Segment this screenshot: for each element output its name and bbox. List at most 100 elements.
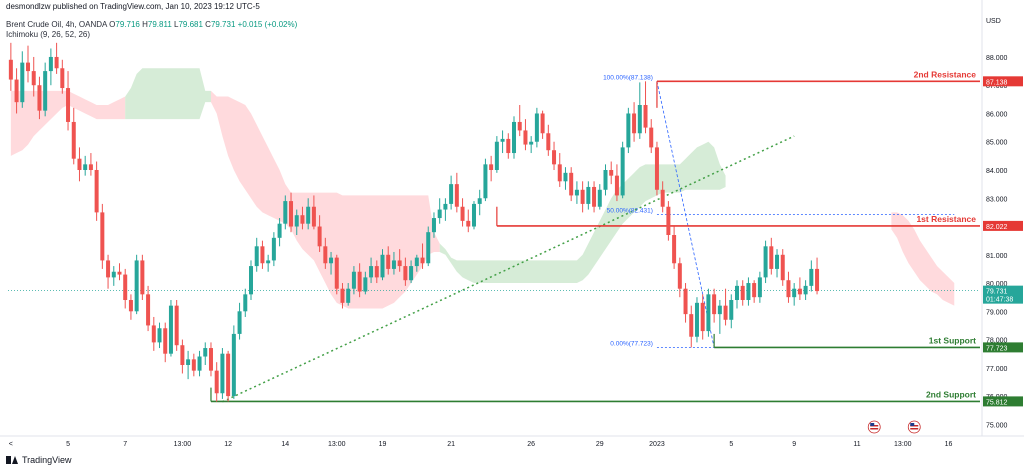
y-tick-label: 84.000: [986, 168, 1008, 175]
candle-body: [563, 172, 568, 182]
candle-body: [706, 294, 711, 332]
candle-body: [620, 147, 625, 196]
candle-body: [346, 288, 351, 303]
candle-body: [654, 147, 659, 190]
candle-body: [31, 71, 36, 86]
candle-body: [106, 260, 111, 278]
x-tick-label: 13:00: [894, 441, 912, 448]
candle-body: [43, 71, 48, 111]
candle-body: [471, 203, 476, 227]
candle-body: [369, 266, 374, 278]
publisher-line: desmondlzw published on TradingView.com,…: [6, 2, 260, 11]
candle-body: [88, 164, 93, 170]
candle-body: [100, 212, 105, 261]
candle-body: [677, 263, 682, 289]
candle-body: [323, 246, 328, 264]
x-tick-label: 12: [224, 441, 232, 448]
candle-body: [66, 88, 71, 122]
fib-level-label: 100.00%(87.138): [603, 74, 653, 81]
footer-brand[interactable]: TradingView: [6, 455, 72, 465]
candle-body: [712, 294, 717, 315]
support-1-label: 1st Support: [929, 335, 976, 345]
resistance-2-price-tag: [983, 76, 1023, 87]
candle-body: [597, 189, 602, 207]
support-2-price-tag: [983, 396, 1023, 407]
candle-body: [534, 113, 539, 142]
ohlc-l-label: L: [174, 20, 179, 29]
us-flag-canton-icon: [870, 423, 875, 426]
support-2-label: 2nd Support: [926, 389, 976, 399]
candle-body: [786, 280, 791, 298]
candle-body: [797, 288, 802, 295]
candle-body: [592, 186, 597, 207]
candle-body: [54, 56, 59, 69]
x-tick-label: 2023: [649, 441, 665, 448]
candle-body: [197, 356, 202, 371]
candle-body: [746, 283, 751, 300]
us-flag-stripe-icon: [870, 428, 879, 430]
candle-body: [168, 305, 173, 354]
currency-label: USD: [986, 18, 1001, 25]
us-flag-canton-icon: [910, 423, 915, 426]
resistance-1-price-text: 82.022: [986, 224, 1008, 231]
candle-body: [8, 59, 13, 80]
indicator-line[interactable]: Ichimoku (9, 26, 52, 26): [6, 30, 91, 39]
candle-body: [260, 246, 265, 264]
candle-body: [180, 345, 185, 365]
y-tick-label: 83.000: [986, 196, 1008, 203]
y-tick-label: 78.000: [986, 338, 1008, 345]
candle-body: [512, 121, 517, 154]
x-tick-label: 5: [729, 441, 733, 448]
candle-body: [437, 209, 442, 219]
candle-body: [214, 370, 219, 394]
x-tick-label: 14: [281, 441, 289, 448]
tradingview-logo-icon: [6, 456, 18, 464]
y-tick-label: 86.000: [986, 111, 1008, 118]
candle-body: [397, 260, 402, 267]
candle-body: [60, 68, 65, 89]
candle-body: [672, 235, 677, 264]
candle-body: [643, 105, 648, 128]
candles: [8, 42, 820, 402]
candle-body: [163, 328, 168, 354]
symbol-name: Brent Crude Oil, 4h, OANDA: [6, 20, 107, 29]
ohlc-o-label: O: [109, 20, 116, 29]
x-tick-label: 19: [379, 441, 387, 448]
candle-body: [351, 271, 356, 289]
candle-body: [609, 170, 614, 176]
candle-body: [517, 121, 522, 131]
candle-body: [71, 121, 76, 159]
candle-body: [340, 288, 345, 303]
candle-body: [237, 311, 242, 334]
cloud-segment-bear-future: [891, 212, 955, 306]
candle-body: [426, 232, 431, 264]
candle-body: [660, 189, 665, 207]
candle-body: [83, 164, 88, 170]
candle-body: [769, 246, 774, 269]
candle-body: [363, 277, 368, 292]
candle-body: [391, 260, 396, 269]
candle-body: [740, 285, 745, 300]
candle-body: [780, 254, 785, 281]
candle-body: [815, 268, 820, 292]
x-tick-label: <: [9, 441, 13, 448]
candle-body: [700, 302, 705, 332]
candle-body: [374, 266, 379, 278]
candle-body: [431, 218, 436, 233]
candle-body: [203, 348, 208, 357]
y-tick-label: 80.000: [986, 281, 1008, 288]
candle-body: [557, 164, 562, 182]
last-price-countdown: 01:47:38: [986, 297, 1013, 304]
x-tick-label: 16: [945, 441, 953, 448]
annotations: 100.00%(87.138) 50.00%(82.431) 0.00%(77.72…: [603, 69, 1023, 434]
candle-body: [683, 288, 688, 315]
candle-body: [48, 56, 53, 72]
candle-body: [128, 300, 133, 312]
candle-body: [20, 62, 25, 103]
candle-body: [414, 257, 419, 267]
candle-body: [506, 138, 511, 154]
candle-body: [775, 254, 780, 269]
candle-body: [111, 271, 116, 278]
candle-body: [289, 201, 294, 227]
